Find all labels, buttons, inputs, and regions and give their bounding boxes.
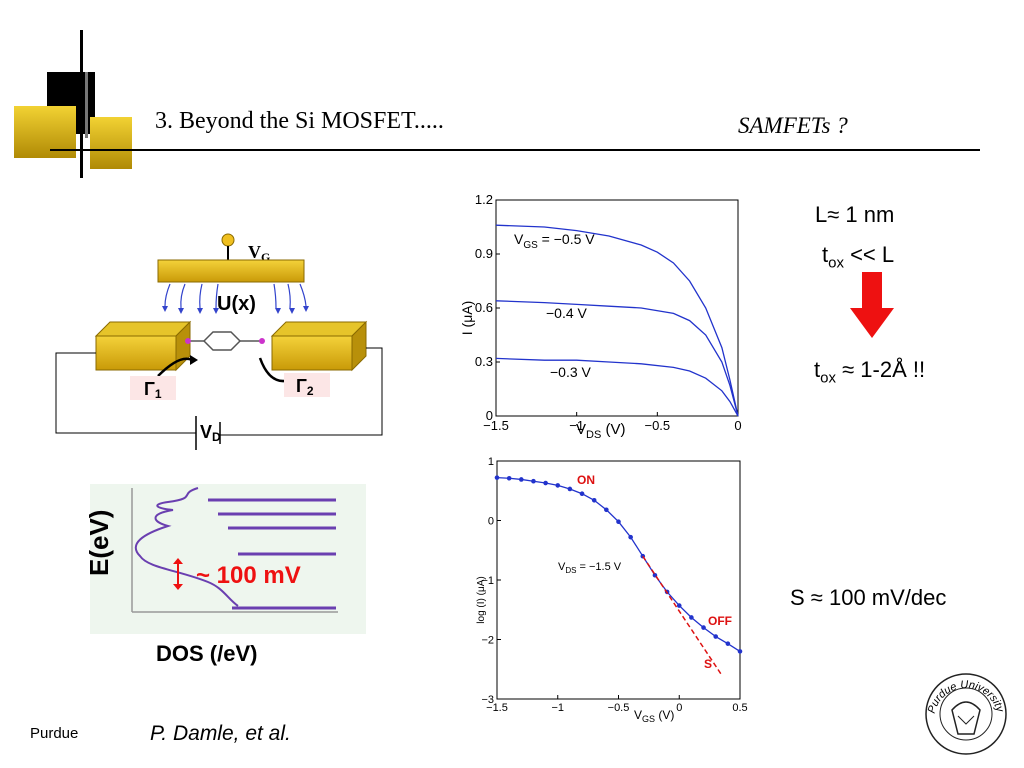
svg-text:Purdue University: Purdue University <box>926 679 1007 715</box>
data-point <box>604 507 609 513</box>
s-label: S <box>704 657 712 671</box>
data-point <box>555 483 561 488</box>
y-tick-label: 0 <box>486 408 493 423</box>
series-label-0: VGS = −0.5 V <box>514 231 595 251</box>
x-axis-label: VGS (V) <box>634 708 674 724</box>
y-tick-label: 0 <box>488 516 494 528</box>
note-tox: tox << L <box>822 242 895 272</box>
data-point <box>591 497 597 503</box>
series-label-1: −0.4 V <box>546 305 588 321</box>
note-tox-value: tox ≈ 1-2Å !! <box>814 357 926 387</box>
data-point <box>519 477 524 482</box>
logi-chart: −1.5 −1 −0.5 0 0.5 −3 −2 −1 0 1 log (I) (μA) VGS (V… <box>476 456 748 724</box>
y-tick-label: 1.2 <box>475 192 493 207</box>
y-tick-label: −3 <box>481 694 494 706</box>
dos-xlabel: DOS (/eV) <box>156 641 257 666</box>
gate-electrode <box>157 259 305 283</box>
data-point <box>737 649 743 654</box>
data-point <box>676 603 682 608</box>
series-line-0 <box>495 224 739 417</box>
data-point <box>689 615 694 620</box>
y-tick-label: −1 <box>481 575 494 587</box>
data-point <box>579 491 585 497</box>
x-tick-label: 0 <box>734 418 741 433</box>
x-tick-label: −1.5 <box>486 702 508 714</box>
series-line-2 <box>495 357 739 417</box>
data-point <box>701 625 706 630</box>
series-line-1 <box>495 300 739 417</box>
plot-frame <box>495 199 739 417</box>
dos-ylabel: E(eV) <box>84 510 114 576</box>
page-title: 3. Beyond the Si MOSFET..... <box>155 108 444 134</box>
drain-voltage-label: VD <box>200 422 221 444</box>
x-tick-label: −1 <box>551 702 564 714</box>
data-point <box>506 475 512 481</box>
gate-label: VG <box>248 242 270 264</box>
note-slope: S ≈ 100 mV/dec <box>790 585 947 610</box>
device-schematic: VG U(x) Γ1 Γ2 VD <box>55 233 383 450</box>
footer-left: Purdue <box>30 725 79 742</box>
x-tick-label: −0.5 <box>644 418 670 433</box>
x-tick-label: −1.5 <box>483 418 509 433</box>
data-point <box>628 534 633 540</box>
data-point <box>616 519 621 524</box>
vds-annotation: VDS = −1.5 V <box>558 561 622 575</box>
x-tick-label: 0.5 <box>732 702 747 714</box>
purdue-seal-icon: Purdue University <box>925 673 1007 755</box>
dos-plot: E(eV) ~ 100 mV DOS (/eV) <box>84 484 366 666</box>
title-divider <box>50 149 980 151</box>
y-tick-label: 0.9 <box>475 246 493 261</box>
note-length: L≈ 1 nm <box>815 202 895 227</box>
y-tick-label: −2 <box>481 635 494 647</box>
data-point <box>567 486 573 492</box>
molecule-icon <box>188 331 260 351</box>
off-label: OFF <box>708 614 732 628</box>
data-point <box>531 478 536 484</box>
y-tick-label: 1 <box>488 456 494 468</box>
y-tick-label: 0.3 <box>475 354 493 369</box>
page-subtitle: SAMFETs ? <box>738 113 848 138</box>
y-axis-label: log (I) (μA) <box>476 576 487 623</box>
x-tick-label: 0 <box>676 702 682 714</box>
y-tick-label: 0.6 <box>475 300 493 315</box>
data-point <box>543 480 548 486</box>
on-label: ON <box>577 473 595 487</box>
corner-decoration <box>0 0 140 180</box>
iv-chart: −1.5 −1 −0.5 0 0 0.3 0.6 0.9 1.2 I (μA) VDS (V) VGS… <box>459 192 742 441</box>
x-tick-label: −0.5 <box>608 702 630 714</box>
down-arrow-icon <box>850 272 894 338</box>
x-tick-label: −1 <box>569 418 584 433</box>
data-point <box>725 641 731 646</box>
y-axis-label: I (μA) <box>459 301 475 336</box>
gamma2-label: Γ2 <box>296 376 314 398</box>
dos-annotation: ~ 100 mV <box>196 562 301 589</box>
x-axis-label: VDS (V) <box>576 421 625 441</box>
data-point <box>494 475 500 480</box>
footer-citation: P. Damle, et al. <box>150 722 291 745</box>
series-label-2: −0.3 V <box>550 364 592 380</box>
gamma1-label: Γ1 <box>144 379 162 401</box>
data-point <box>713 634 718 639</box>
potential-label: U(x) <box>217 293 256 315</box>
